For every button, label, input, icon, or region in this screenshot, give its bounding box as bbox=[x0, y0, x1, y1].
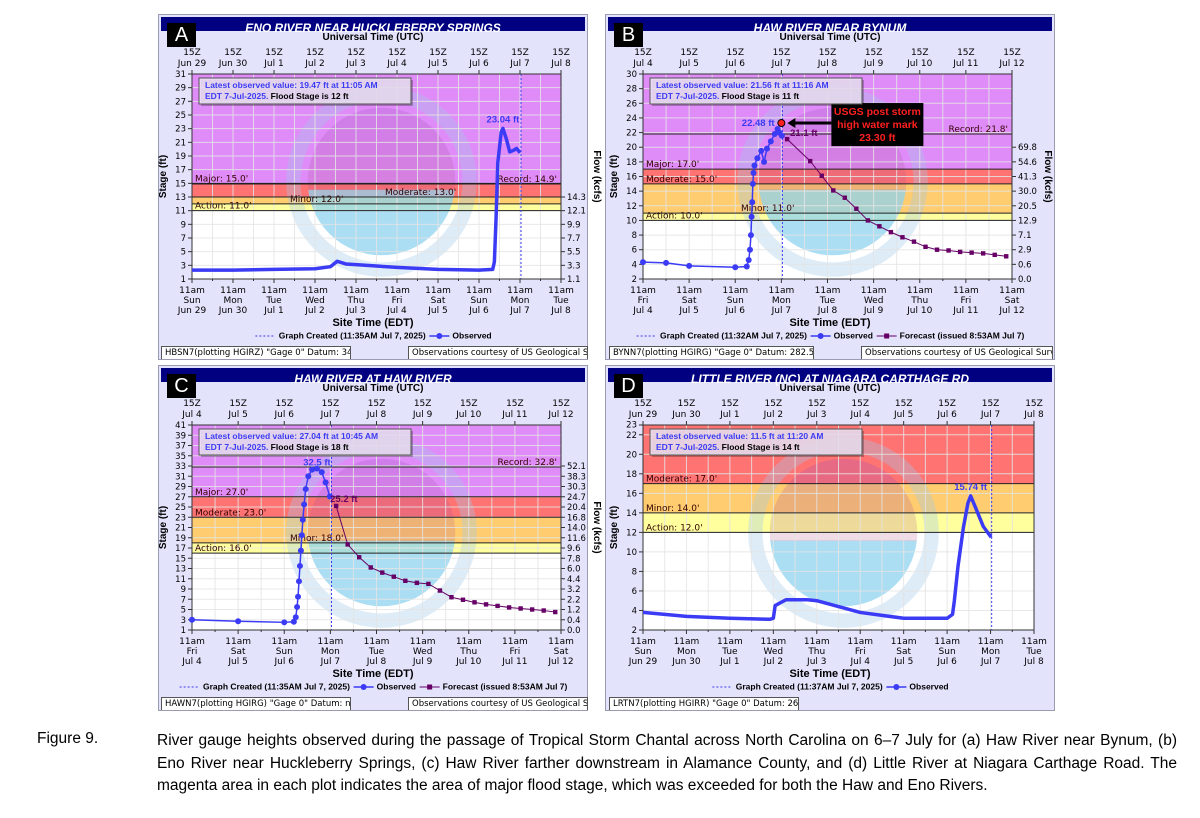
dashed-line-icon bbox=[636, 335, 657, 337]
panel-title-bar: ENO RIVER NEAR HUCKLEBERRY SPRINGS bbox=[161, 17, 585, 35]
panel-title: LITTLE RIVER (NC) AT NIAGARA CARTHAGE RD bbox=[691, 372, 969, 386]
panel-title-bar: LITTLE RIVER (NC) AT NIAGARA CARTHAGE RD bbox=[608, 368, 1052, 386]
hydrograph-panel-d: LITTLE RIVER (NC) AT NIAGARA CARTHAGE RD… bbox=[605, 365, 1055, 711]
legend-forecast: Forecast (issued 8:53AM Jul 7) bbox=[442, 681, 568, 692]
observed-marker-icon bbox=[810, 332, 831, 339]
panel-title: HAW RIVER AT HAW RIVER bbox=[294, 372, 452, 386]
forecast-marker-icon bbox=[876, 333, 897, 339]
legend-observed: Observed bbox=[909, 681, 949, 692]
site-time-axis-title: Site Time (EDT) bbox=[789, 317, 871, 329]
legend-observed: Observed bbox=[376, 681, 416, 692]
panel-letter-label: D bbox=[614, 374, 643, 398]
footer-gage-info: HBSN7(plotting HGIRZ) "Gage 0" Datum: 34… bbox=[161, 346, 351, 359]
figure-caption: River gauge heights observed during the … bbox=[157, 732, 1177, 794]
panel-letter-label: C bbox=[167, 374, 196, 398]
utc-axis-title: Universal Time (UTC) bbox=[322, 32, 424, 43]
hydrograph-panel-c: HAW RIVER AT HAW RIVER C Universal Time … bbox=[158, 365, 588, 711]
dashed-line-icon bbox=[712, 686, 733, 688]
y2-axis-title: Flow (kcfs) bbox=[591, 501, 602, 553]
site-time-axis-title: Site Time (EDT) bbox=[332, 668, 414, 680]
legend: Graph Created (11:35AM Jul 7, 2025) Obse… bbox=[179, 681, 568, 692]
panel-title-bar: HAW RIVER NEAR BYNUM bbox=[608, 17, 1052, 35]
legend: Graph Created (11:37AM Jul 7, 2025) Obse… bbox=[711, 681, 949, 692]
legend: Graph Created (11:35AM Jul 7, 2025) Obse… bbox=[254, 330, 492, 341]
legend-graph-created: Graph Created (11:32AM Jul 7, 2025) bbox=[660, 330, 807, 341]
utc-axis-title: Universal Time (UTC) bbox=[779, 32, 881, 43]
site-time-axis-title: Site Time (EDT) bbox=[332, 317, 414, 329]
observed-marker-icon bbox=[429, 332, 450, 339]
utc-axis-title: Universal Time (UTC) bbox=[779, 383, 881, 394]
panel-title: ENO RIVER NEAR HUCKLEBERRY SPRINGS bbox=[245, 21, 501, 35]
hydrograph-panel-a: ENO RIVER NEAR HUCKLEBERRY SPRINGS A Uni… bbox=[158, 14, 588, 360]
footer-gage-info: HAWN7(plotting HGIRG) "Gage 0" Datum: n/… bbox=[161, 697, 351, 710]
hydrograph-panel-b: HAW RIVER NEAR BYNUM B Universal Time (U… bbox=[605, 14, 1055, 360]
legend-graph-created: Graph Created (11:37AM Jul 7, 2025) bbox=[735, 681, 883, 692]
utc-axis-title: Universal Time (UTC) bbox=[322, 383, 424, 394]
legend-forecast: Forecast (issued 8:53AM Jul 7) bbox=[899, 330, 1025, 341]
footer-credit: Observations courtesy of US Geological S… bbox=[861, 346, 1053, 359]
panel-title-bar: HAW RIVER AT HAW RIVER bbox=[161, 368, 585, 386]
figure-label: Figure 9. bbox=[37, 730, 99, 747]
legend-graph-created: Graph Created (11:35AM Jul 7, 2025) bbox=[278, 330, 426, 341]
dashed-line-icon bbox=[255, 335, 276, 337]
legend-observed: Observed bbox=[452, 330, 492, 341]
footer-credit: Observations courtesy of US Geological S… bbox=[408, 346, 588, 359]
panel-letter-label: B bbox=[614, 23, 643, 47]
legend: Graph Created (11:32AM Jul 7, 2025) Obse… bbox=[636, 330, 1025, 341]
observed-marker-icon bbox=[886, 683, 907, 690]
y2-axis-title: Flow (kcfs) bbox=[591, 150, 602, 202]
legend-graph-created: Graph Created (11:35AM Jul 7, 2025) bbox=[203, 681, 350, 692]
panel-letter-label: A bbox=[167, 23, 196, 47]
footer-gage-info: BYNN7(plotting HGIRG) "Gage 0" Datum: 28… bbox=[609, 346, 814, 359]
site-time-axis-title: Site Time (EDT) bbox=[789, 668, 871, 680]
footer-credit: Observations courtesy of US Geological S… bbox=[408, 697, 588, 710]
observed-marker-icon bbox=[353, 683, 374, 690]
footer-gage-info: LRTN7(plotting HGIRR) "Gage 0" Datum: 26… bbox=[609, 697, 799, 710]
panel-title: HAW RIVER NEAR BYNUM bbox=[753, 21, 907, 35]
legend-observed: Observed bbox=[833, 330, 873, 341]
dashed-line-icon bbox=[179, 686, 200, 688]
forecast-marker-icon bbox=[419, 684, 440, 690]
